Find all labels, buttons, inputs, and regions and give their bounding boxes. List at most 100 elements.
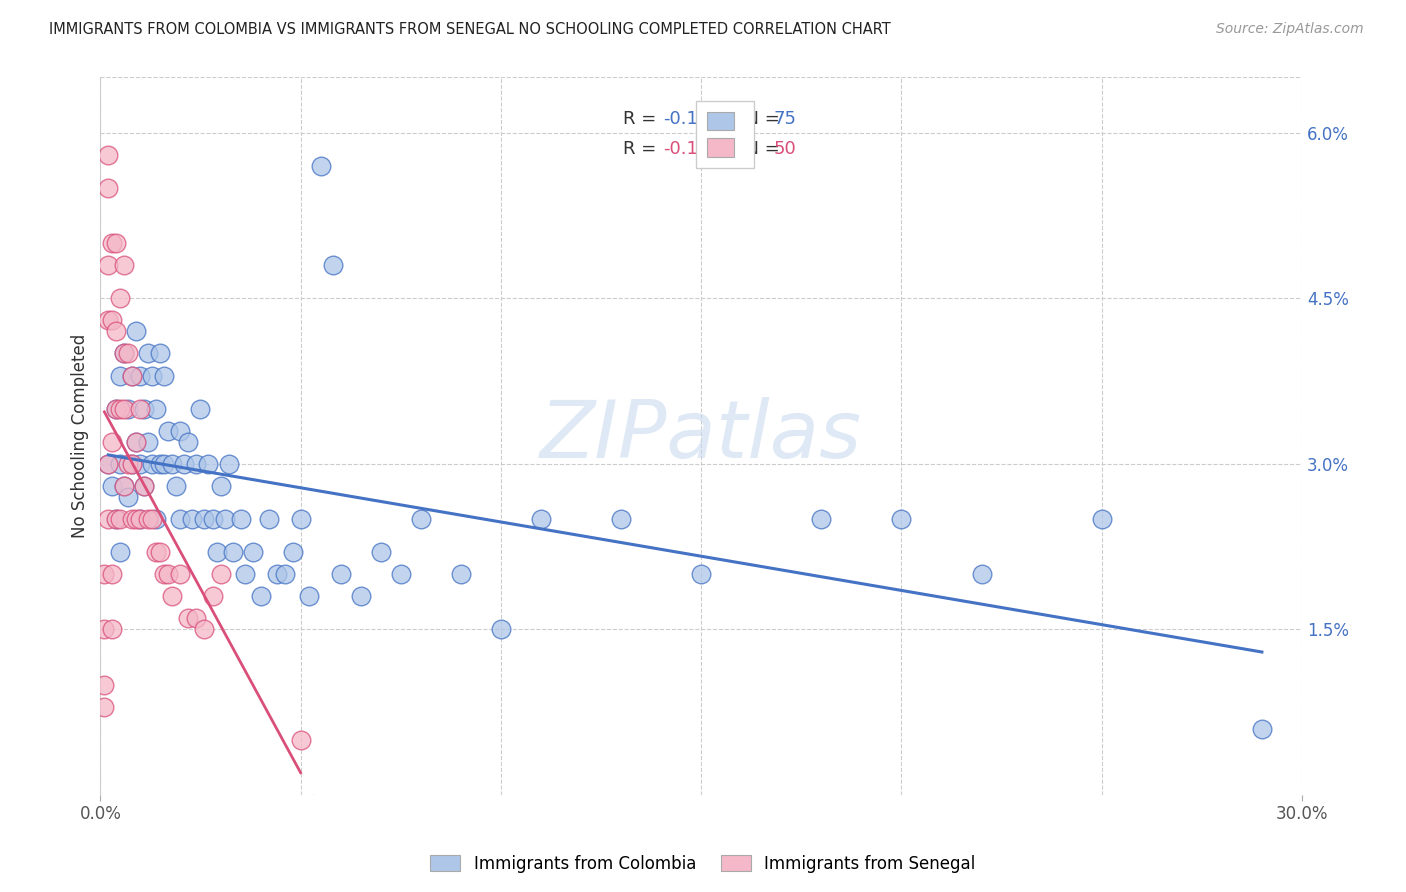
Point [117,457,139,471]
Point [169,567,191,582]
Point [117,346,139,360]
Point [110,291,132,305]
Point [138,434,160,449]
Point [214,512,236,526]
Point [169,424,191,438]
Point [97,181,120,195]
Point [242,545,264,559]
Point [129,457,152,471]
Point [110,545,132,559]
Point [105,512,128,526]
Point [112,479,135,493]
Point [197,457,219,471]
Point [690,567,713,582]
Point [110,401,132,416]
Point [201,512,224,526]
Point [129,368,152,383]
Text: N =: N = [734,110,785,128]
Point [97,457,120,471]
Point [145,401,167,416]
Point [186,611,208,625]
Point [162,590,184,604]
Point [186,457,208,471]
Point [138,346,160,360]
Point [890,512,912,526]
Point [165,479,187,493]
Point [409,512,432,526]
Point [209,567,232,582]
Point [145,545,167,559]
Point [173,457,195,471]
Point [149,346,172,360]
Point [112,258,135,272]
Point [101,235,124,250]
Point [181,512,204,526]
Point [121,457,143,471]
Point [112,401,135,416]
Text: ZIPatlas: ZIPatlas [540,397,862,475]
Point [141,457,163,471]
Point [117,401,139,416]
Point [134,479,156,493]
Point [290,512,312,526]
Legend: Immigrants from Colombia, Immigrants from Senegal: Immigrants from Colombia, Immigrants fro… [423,848,983,880]
Point [177,611,200,625]
Point [190,401,212,416]
Point [218,457,240,471]
Point [97,512,120,526]
Point [125,434,148,449]
Point [125,434,148,449]
Point [105,401,128,416]
Point [229,512,252,526]
Point [329,567,352,582]
Point [450,567,472,582]
Point [273,567,295,582]
Point [125,324,148,338]
Point [93,699,115,714]
Point [149,457,172,471]
Text: 75: 75 [773,110,796,128]
Point [134,401,156,416]
Text: R =: R = [623,140,662,158]
Point [101,567,124,582]
Point [121,368,143,383]
Point [138,512,160,526]
Point [149,545,172,559]
Point [110,457,132,471]
Point [290,732,312,747]
Point [257,512,280,526]
Point [112,479,135,493]
Point [162,457,184,471]
Point [121,457,143,471]
Point [266,567,288,582]
Point [129,512,152,526]
Text: -0.146: -0.146 [662,140,720,158]
Point [125,512,148,526]
Point [110,512,132,526]
Point [233,567,256,582]
Text: R =: R = [623,110,662,128]
Point [201,590,224,604]
Point [97,147,120,161]
Point [153,567,176,582]
Point [101,623,124,637]
Point [141,368,163,383]
Point [145,512,167,526]
Point [177,434,200,449]
Point [117,490,139,504]
Point [141,512,163,526]
Text: -0.156: -0.156 [662,110,720,128]
Point [298,590,321,604]
Point [129,401,152,416]
Point [153,457,176,471]
Point [530,512,553,526]
Point [93,567,115,582]
Point [93,623,115,637]
Point [112,346,135,360]
Point [157,567,180,582]
Point [205,545,228,559]
Point [281,545,304,559]
Point [112,346,135,360]
Point [121,368,143,383]
Point [810,512,832,526]
